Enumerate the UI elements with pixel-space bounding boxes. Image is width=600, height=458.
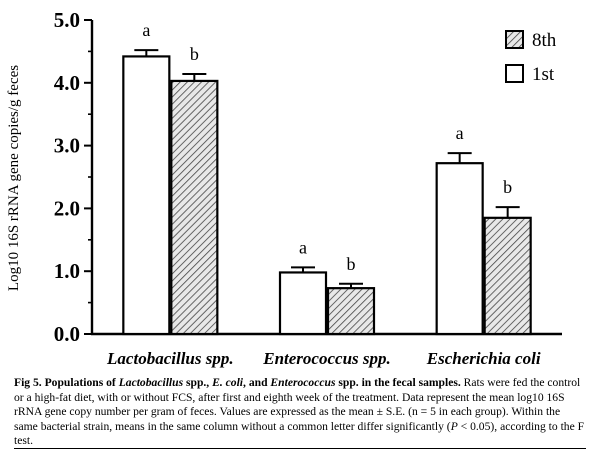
y-tick-label: 1.0 (54, 259, 80, 283)
caption-body-end: < 0.05), according to the F test. (14, 419, 585, 448)
bar-8th-1 (326, 287, 376, 336)
significance-letter: b (347, 254, 356, 274)
bars: a b a b a b (122, 20, 532, 336)
significance-letter: b (503, 177, 512, 197)
bar-chart: Log10 16S rRNA gene copies/g feces 0.0 1.… (6, 8, 562, 368)
caption-body: Rats were fed the control or a high-fat … (14, 376, 581, 433)
y-tick-label: 0.0 (54, 322, 80, 346)
bar-1st-2 (435, 162, 484, 336)
x-category-labels: Lactobacillus spp. Enterococcus spp. Esche… (106, 349, 541, 368)
figure-caption: Fig 5. Populations of Lactobacillus spp.… (14, 376, 586, 449)
y-tick-label: 3.0 (54, 134, 80, 158)
y-tick-label: 5.0 (54, 8, 80, 32)
bar-8th-0 (170, 79, 219, 336)
y-ticks: 0.0 1.0 2.0 3.0 4.0 5.0 (54, 8, 92, 346)
caption-rule (14, 448, 586, 449)
y-tick-label: 4.0 (54, 71, 80, 95)
bar-1st-0 (122, 55, 171, 336)
x-category-label: Escherichia coli (426, 349, 541, 368)
legend: 8th 1st (505, 30, 557, 85)
bar-1st-1 (278, 271, 328, 336)
x-category-label: Enterococcus spp. (262, 349, 391, 368)
y-tick-label: 2.0 (54, 196, 80, 220)
y-axis-label: Log10 16S rRNA gene copies/g feces (6, 65, 22, 291)
significance-letter: b (190, 44, 199, 64)
legend-label-8th: 8th (532, 30, 557, 51)
legend-swatch-8th (505, 30, 524, 49)
significance-letter: a (456, 123, 464, 143)
bar-8th-2 (483, 216, 532, 336)
caption-p-symbol: P (450, 419, 458, 433)
significance-letter: a (142, 20, 150, 40)
caption-lead: Fig 5. Populations of Lactobacillus spp.… (14, 376, 461, 389)
x-category-label: Lactobacillus spp. (106, 349, 234, 368)
significance-letter: a (299, 237, 307, 257)
legend-swatch-1st (505, 64, 524, 83)
legend-label-1st: 1st (532, 64, 555, 85)
